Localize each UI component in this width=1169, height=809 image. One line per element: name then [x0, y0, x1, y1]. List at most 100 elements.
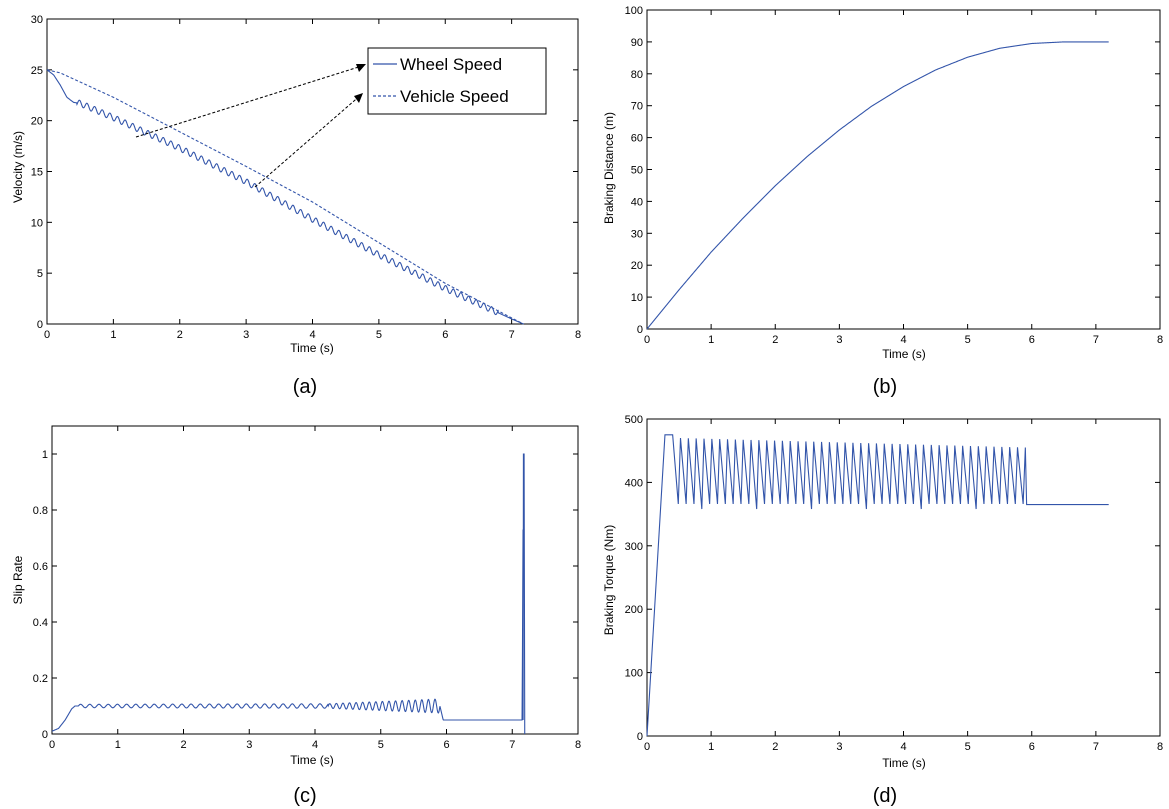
y-tick-label: 0.2 [33, 673, 48, 685]
y-tick-label: 90 [631, 37, 643, 49]
y-tick-label: 20 [31, 116, 43, 128]
x-tick-label: 4 [900, 741, 906, 753]
subplot-b-caption: (b) [873, 376, 897, 398]
x-tick-label: 7 [1093, 334, 1099, 346]
x-tick-label: 1 [708, 741, 714, 753]
x-tick-label: 1 [110, 329, 116, 341]
x-tick-label: 1 [708, 334, 714, 346]
x-tick-label: 8 [1157, 334, 1163, 346]
y-tick-label: 30 [631, 228, 643, 240]
y-tick-label: 200 [625, 604, 643, 616]
y-tick-label: 1 [42, 449, 48, 461]
x-tick-label: 8 [575, 739, 581, 751]
x-tick-label: 6 [443, 739, 449, 751]
subplot-d-plot-area: 0 1 2 3 4 5 6 7 8 0 100 200 300 400 500 [625, 414, 1163, 753]
annotation-arrows [135, 64, 366, 188]
subplot-c-caption: (c) [293, 785, 316, 807]
y-tick-label: 10 [631, 292, 643, 304]
x-tick-label: 5 [965, 741, 971, 753]
y-tick-label: 80 [631, 69, 643, 81]
x-tick-label: 7 [509, 739, 515, 751]
y-tick-label: 0.4 [33, 617, 48, 629]
y-tick-label: 100 [625, 668, 643, 680]
arrowhead-vehicle-speed [354, 93, 363, 103]
x-tick-label: 0 [644, 334, 650, 346]
x-tick-label: 2 [772, 741, 778, 753]
series-line-a-0 [46, 69, 524, 325]
series-line-b-0 [646, 41, 1109, 330]
x-tick-label: 5 [376, 329, 382, 341]
x-tick-label: 0 [49, 739, 55, 751]
arrow-to-wheel-speed [135, 64, 366, 138]
x-tick-label: 4 [900, 334, 906, 346]
y-tick-label: 20 [631, 260, 643, 272]
y-tick-label: 0 [42, 729, 48, 741]
y-tick-label: 0.8 [33, 505, 48, 517]
x-tick-label: 6 [442, 329, 448, 341]
y-tick-label: 60 [631, 133, 643, 145]
y-tick-label: 10 [31, 217, 43, 229]
subplot-d-caption: (d) [873, 785, 897, 807]
subplot-a: 0 1 2 3 4 5 6 7 8 0 5 10 15 20 25 30 Time (s) Velocity … [11, 14, 581, 398]
subplot-d: 0 1 2 3 4 5 6 7 8 0 100 200 300 400 500 Time (s) Braki… [602, 414, 1163, 807]
x-tick-label: 3 [243, 329, 249, 341]
series-line-a-1 [46, 69, 524, 325]
y-tick-label: 40 [631, 196, 643, 208]
x-tick-label: 3 [836, 741, 842, 753]
axes-box [51, 425, 579, 735]
subplot-a-xlabel: Time (s) [290, 341, 334, 355]
y-tick-label: 0 [637, 324, 643, 336]
x-tick-label: 7 [1093, 741, 1099, 753]
series-line-d-0 [646, 434, 1109, 737]
x-tick-label: 1 [115, 739, 121, 751]
legend-a: Wheel Speed Vehicle Speed [367, 47, 547, 115]
subplot-d-ylabel: Braking Torque (Nm) [602, 525, 616, 635]
x-tick-label: 2 [772, 334, 778, 346]
y-tick-label: 5 [37, 268, 43, 280]
y-tick-label: 0 [37, 319, 43, 331]
x-tick-label: 2 [180, 739, 186, 751]
x-tick-label: 7 [509, 329, 515, 341]
subplot-a-caption: (a) [293, 376, 317, 398]
x-tick-label: 4 [312, 739, 318, 751]
y-tick-label: 500 [625, 414, 643, 426]
y-tick-label: 15 [31, 167, 43, 179]
x-tick-label: 4 [309, 329, 315, 341]
legend-vehicle-speed-label: Vehicle Speed [400, 87, 509, 106]
x-tick-label: 3 [836, 334, 842, 346]
x-tick-label: 8 [575, 329, 581, 341]
axes-box [646, 9, 1161, 330]
arrowhead-wheel-speed [356, 64, 366, 72]
x-tick-label: 6 [1029, 334, 1035, 346]
y-tick-label: 400 [625, 477, 643, 489]
subplot-c-ylabel: Slip Rate [11, 555, 25, 604]
y-tick-label: 25 [31, 65, 43, 77]
x-tick-label: 6 [1029, 741, 1035, 753]
y-tick-label: 0 [637, 731, 643, 743]
x-tick-label: 5 [378, 739, 384, 751]
subplot-b-ylabel: Braking Distance (m) [602, 112, 616, 224]
subplot-c-xlabel: Time (s) [290, 753, 334, 767]
subplot-a-ylabel: Velocity (m/s) [11, 131, 25, 203]
x-tick-label: 2 [177, 329, 183, 341]
y-tick-label: 30 [31, 14, 43, 26]
x-tick-label: 8 [1157, 741, 1163, 753]
x-tick-label: 0 [644, 741, 650, 753]
x-tick-label: 0 [44, 329, 50, 341]
y-tick-label: 300 [625, 541, 643, 553]
y-tick-label: 0.6 [33, 561, 48, 573]
subplot-a-plot-area: 0 1 2 3 4 5 6 7 8 0 5 10 15 20 25 30 [31, 14, 581, 341]
x-tick-label: 3 [246, 739, 252, 751]
y-tick-label: 100 [625, 5, 643, 17]
subplot-b-xlabel: Time (s) [882, 347, 926, 361]
legend-wheel-speed-label: Wheel Speed [400, 55, 502, 74]
series-line-c-0 [51, 453, 526, 735]
subplot-c-plot-area: 0 1 2 3 4 5 6 7 8 0 0.2 0.4 0.6 0.8 1 [33, 425, 581, 751]
subplot-d-xlabel: Time (s) [882, 756, 926, 770]
x-tick-label: 5 [965, 334, 971, 346]
y-tick-label: 70 [631, 101, 643, 113]
legend-box [367, 47, 547, 115]
